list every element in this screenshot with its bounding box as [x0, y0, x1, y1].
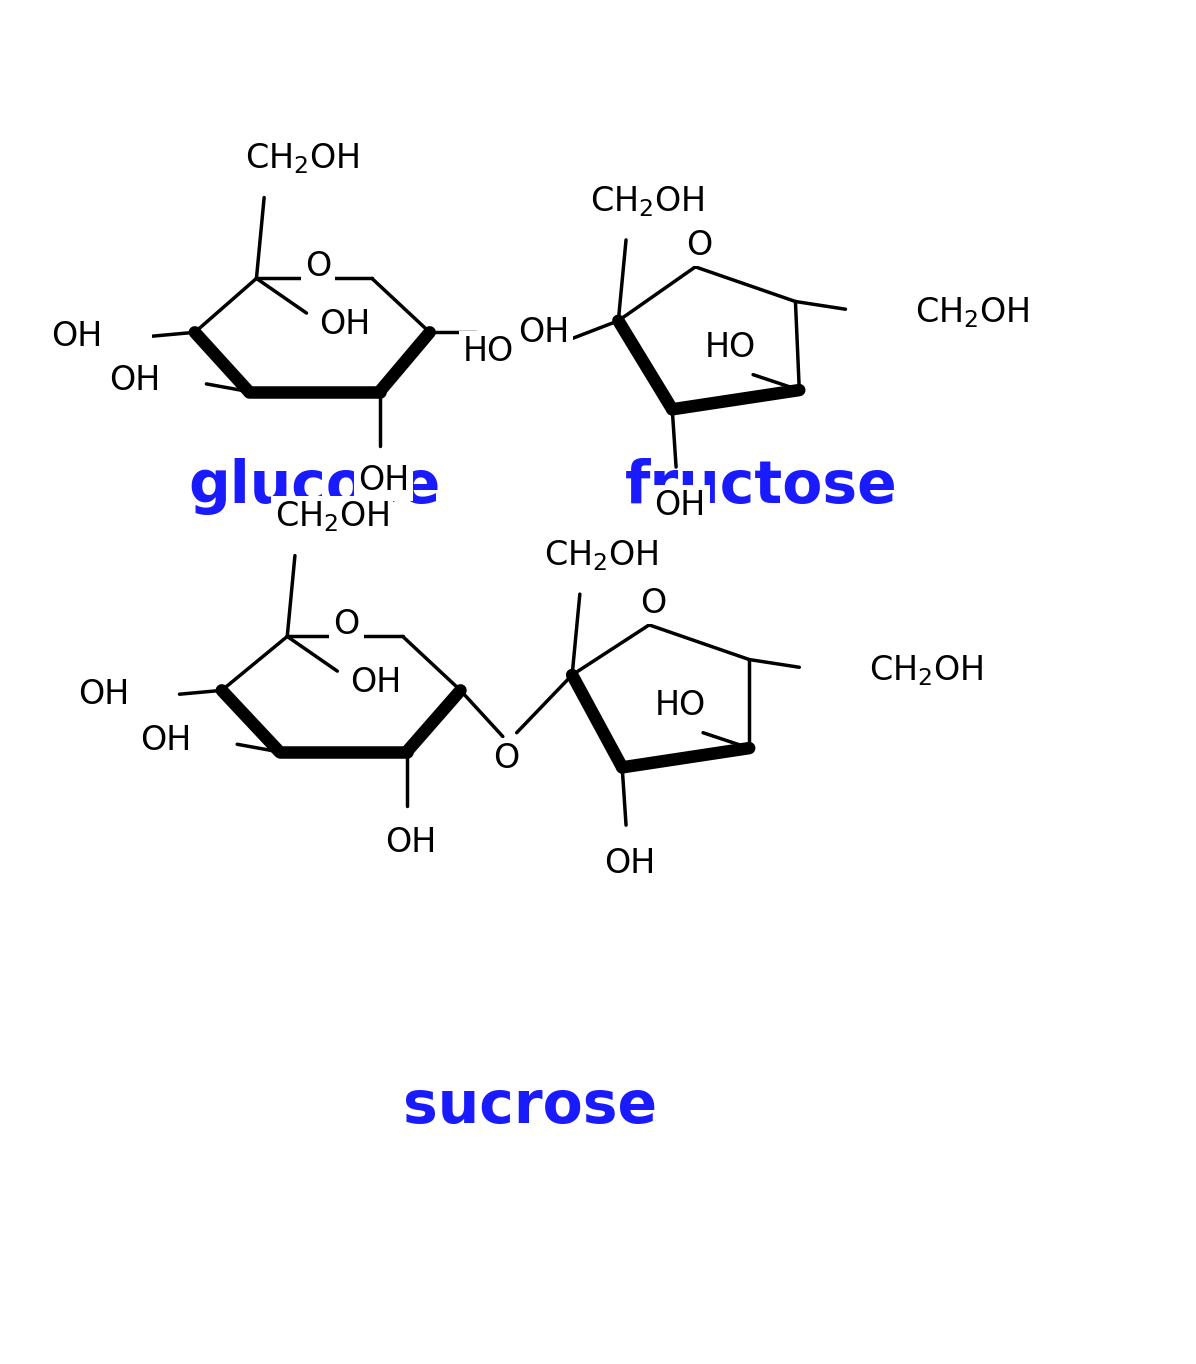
Text: CH$_2$OH: CH$_2$OH	[544, 539, 659, 573]
Text: HO: HO	[463, 336, 514, 368]
Text: O: O	[305, 251, 331, 284]
Text: OH: OH	[385, 827, 437, 859]
Text: OH: OH	[604, 847, 655, 880]
Text: OH: OH	[78, 678, 129, 711]
Text: fructose: fructose	[624, 458, 897, 514]
Text: OH: OH	[140, 724, 191, 757]
Text: HO: HO	[654, 689, 706, 723]
Text: CH$_2$OH: CH$_2$OH	[591, 184, 704, 218]
Text: O: O	[640, 587, 666, 619]
Text: OH: OH	[51, 319, 103, 353]
Text: OH: OH	[350, 666, 402, 700]
Text: CH$_2$OH: CH$_2$OH	[275, 499, 389, 535]
Text: sucrose: sucrose	[403, 1078, 657, 1135]
Text: CH$_2$OH: CH$_2$OH	[868, 653, 983, 689]
Text: HO: HO	[704, 331, 756, 364]
Text: CH$_2$OH: CH$_2$OH	[245, 142, 360, 176]
Text: OH: OH	[654, 490, 706, 522]
Text: O: O	[494, 742, 520, 775]
Text: glucose: glucose	[188, 458, 440, 514]
Text: OH: OH	[109, 364, 160, 397]
Text: O: O	[687, 229, 713, 262]
Text: OH: OH	[358, 464, 409, 496]
Text: CH$_2$OH: CH$_2$OH	[915, 296, 1030, 330]
Text: OH: OH	[319, 308, 371, 341]
Text: OH: OH	[518, 316, 569, 349]
Text: O: O	[334, 608, 360, 641]
